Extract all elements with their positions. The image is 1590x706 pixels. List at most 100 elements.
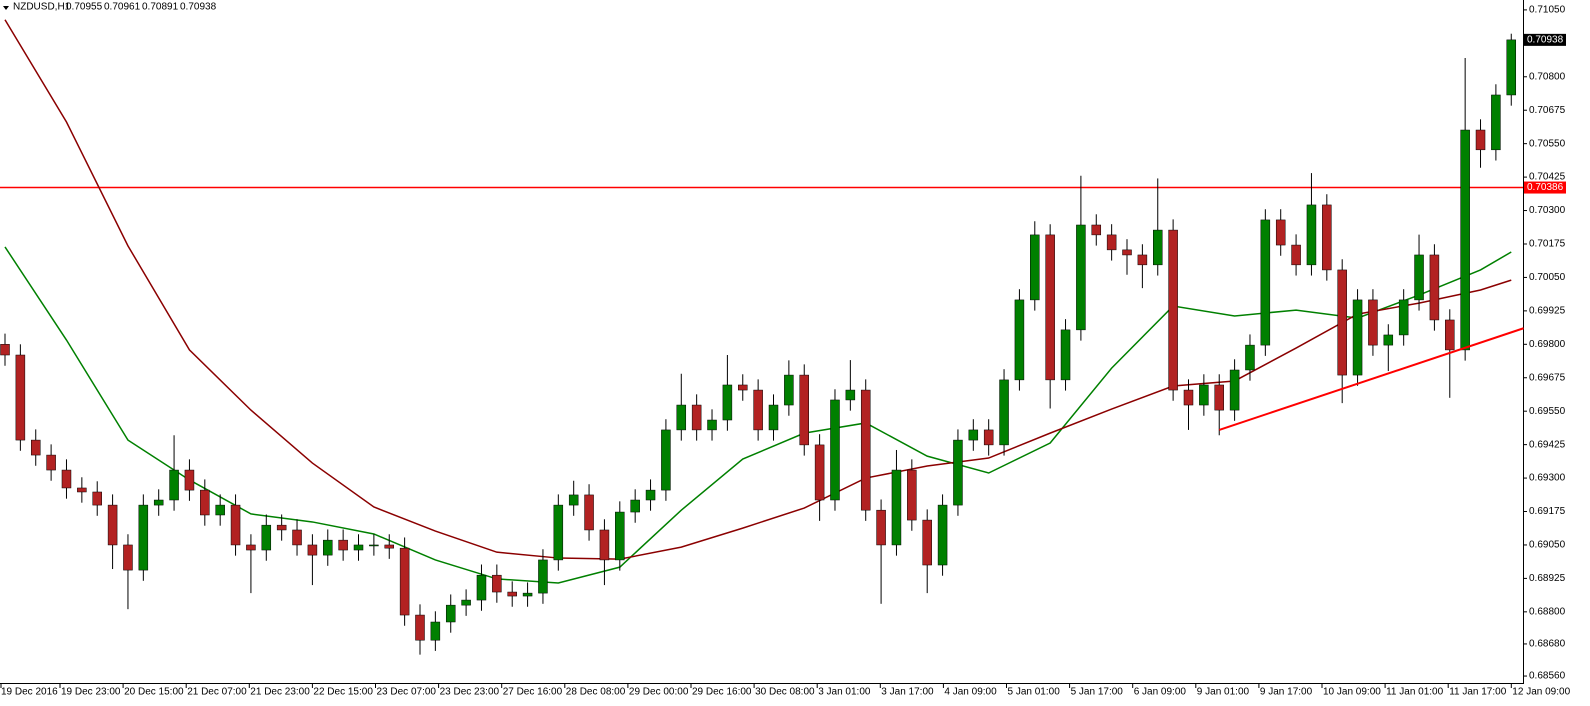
y-tick-label: 0.71050 [1529, 5, 1566, 16]
y-tick-label: 0.69300 [1529, 473, 1566, 484]
x-tick-label: 23 Dec 23:00 [440, 687, 500, 698]
y-tick-label: 0.69550 [1529, 406, 1566, 417]
candle-body [968, 429, 979, 441]
x-tick-label: 30 Dec 08:00 [755, 687, 815, 698]
candle-body [891, 469, 902, 546]
candle-body [1383, 334, 1394, 346]
x-tick-label: 5 Jan 17:00 [1071, 687, 1124, 698]
candle-body [15, 354, 26, 441]
title-value: 0.70891 [142, 2, 179, 13]
y-tick-label: 0.68560 [1529, 671, 1566, 682]
x-tick-label: 3 Jan 17:00 [881, 687, 934, 698]
candle-body [445, 604, 456, 623]
candle-body [276, 524, 287, 531]
candle-body [568, 494, 579, 506]
x-tick-label: 3 Jan 01:00 [818, 687, 871, 698]
candle-body [661, 429, 671, 491]
candle-body [153, 499, 164, 506]
x-tick-label: 21 Dec 07:00 [187, 687, 247, 698]
candle-body [814, 444, 825, 501]
candle-body [1275, 219, 1286, 246]
candle-body [461, 599, 471, 606]
hline-price-label: 0.70386 [1527, 182, 1564, 193]
candle-body [292, 529, 302, 546]
candle-body [492, 574, 502, 593]
candle-body [845, 389, 856, 401]
y-tick-label: 0.70800 [1529, 71, 1566, 82]
candle-body [184, 469, 195, 491]
menu-triangle[interactable] [3, 6, 9, 10]
candle-body [1153, 229, 1163, 266]
title-value: 0.70955 [66, 2, 103, 13]
x-tick-label: 11 Jan 17:00 [1449, 687, 1507, 698]
candle-body [784, 374, 794, 406]
plot: 0.710500.708000.706750.705500.704250.703… [0, 5, 1571, 698]
title-value: 0.70961 [104, 2, 141, 13]
y-tick-label: 0.69050 [1529, 540, 1566, 551]
candle-body [261, 524, 272, 551]
candle-body [1414, 254, 1424, 301]
candle-body [138, 504, 149, 571]
x-tick-label: 21 Dec 23:00 [250, 687, 310, 698]
candle-body [230, 504, 241, 546]
candle-body [1168, 229, 1178, 391]
y-tick-label: 0.69425 [1529, 439, 1566, 450]
candle-body [1445, 319, 1455, 351]
candle-body [1260, 219, 1271, 346]
candle-body [538, 559, 548, 594]
candle-body [1491, 94, 1501, 151]
candle-body [507, 591, 517, 597]
candle-body [1014, 299, 1025, 381]
candle-body [353, 544, 364, 551]
candle-body [1137, 254, 1148, 266]
candle-body [369, 544, 379, 547]
candle-body [768, 404, 779, 431]
y-tick-label: 0.70300 [1529, 205, 1566, 216]
candle-body [999, 379, 1009, 446]
candle-body [1398, 299, 1409, 336]
current-price-tag [1524, 33, 1566, 46]
x-tick-label: 23 Dec 07:00 [377, 687, 437, 698]
candle-body [0, 344, 10, 356]
candle-body [1352, 299, 1363, 376]
candle-body [1322, 204, 1332, 271]
candle-body [522, 592, 533, 597]
candle-body [1076, 224, 1086, 331]
candle-body [615, 511, 625, 561]
candle-body [77, 487, 87, 493]
candle-body [860, 389, 871, 511]
candle-body [753, 389, 763, 431]
x-tick-label: 6 Jan 09:00 [1134, 687, 1187, 698]
candle-body [30, 439, 41, 456]
candle-body [338, 539, 348, 551]
trend-line [1218, 327, 1524, 431]
x-tick-label: 5 Jan 01:00 [1008, 687, 1061, 698]
title-value: 0.70938 [180, 2, 217, 13]
x-tick-label: 29 Dec 00:00 [629, 687, 689, 698]
y-tick-label: 0.69675 [1529, 372, 1566, 383]
candle-body [937, 504, 948, 566]
candle-body [922, 519, 932, 566]
candle-body [645, 489, 656, 501]
y-tick-label: 0.69925 [1529, 306, 1566, 317]
y-tick-label: 0.69175 [1529, 506, 1566, 517]
y-tick-label: 0.68800 [1529, 606, 1566, 617]
candle-body [1091, 224, 1102, 236]
candle-body [1199, 384, 1209, 406]
candle-body [246, 544, 256, 551]
candle-body [92, 491, 102, 506]
candle-body [907, 469, 917, 521]
candle-body [1506, 39, 1517, 96]
candle-body [584, 494, 594, 531]
candle-body [215, 504, 225, 516]
hline-price-tag [1524, 181, 1566, 194]
candle-body [1368, 299, 1378, 346]
x-tick-label: 9 Jan 17:00 [1260, 687, 1313, 698]
y-tick-label: 0.68680 [1529, 639, 1566, 650]
candle-body [1045, 234, 1055, 381]
candle-body [46, 454, 56, 471]
candle-body [553, 504, 564, 561]
candle-body [1060, 329, 1071, 381]
